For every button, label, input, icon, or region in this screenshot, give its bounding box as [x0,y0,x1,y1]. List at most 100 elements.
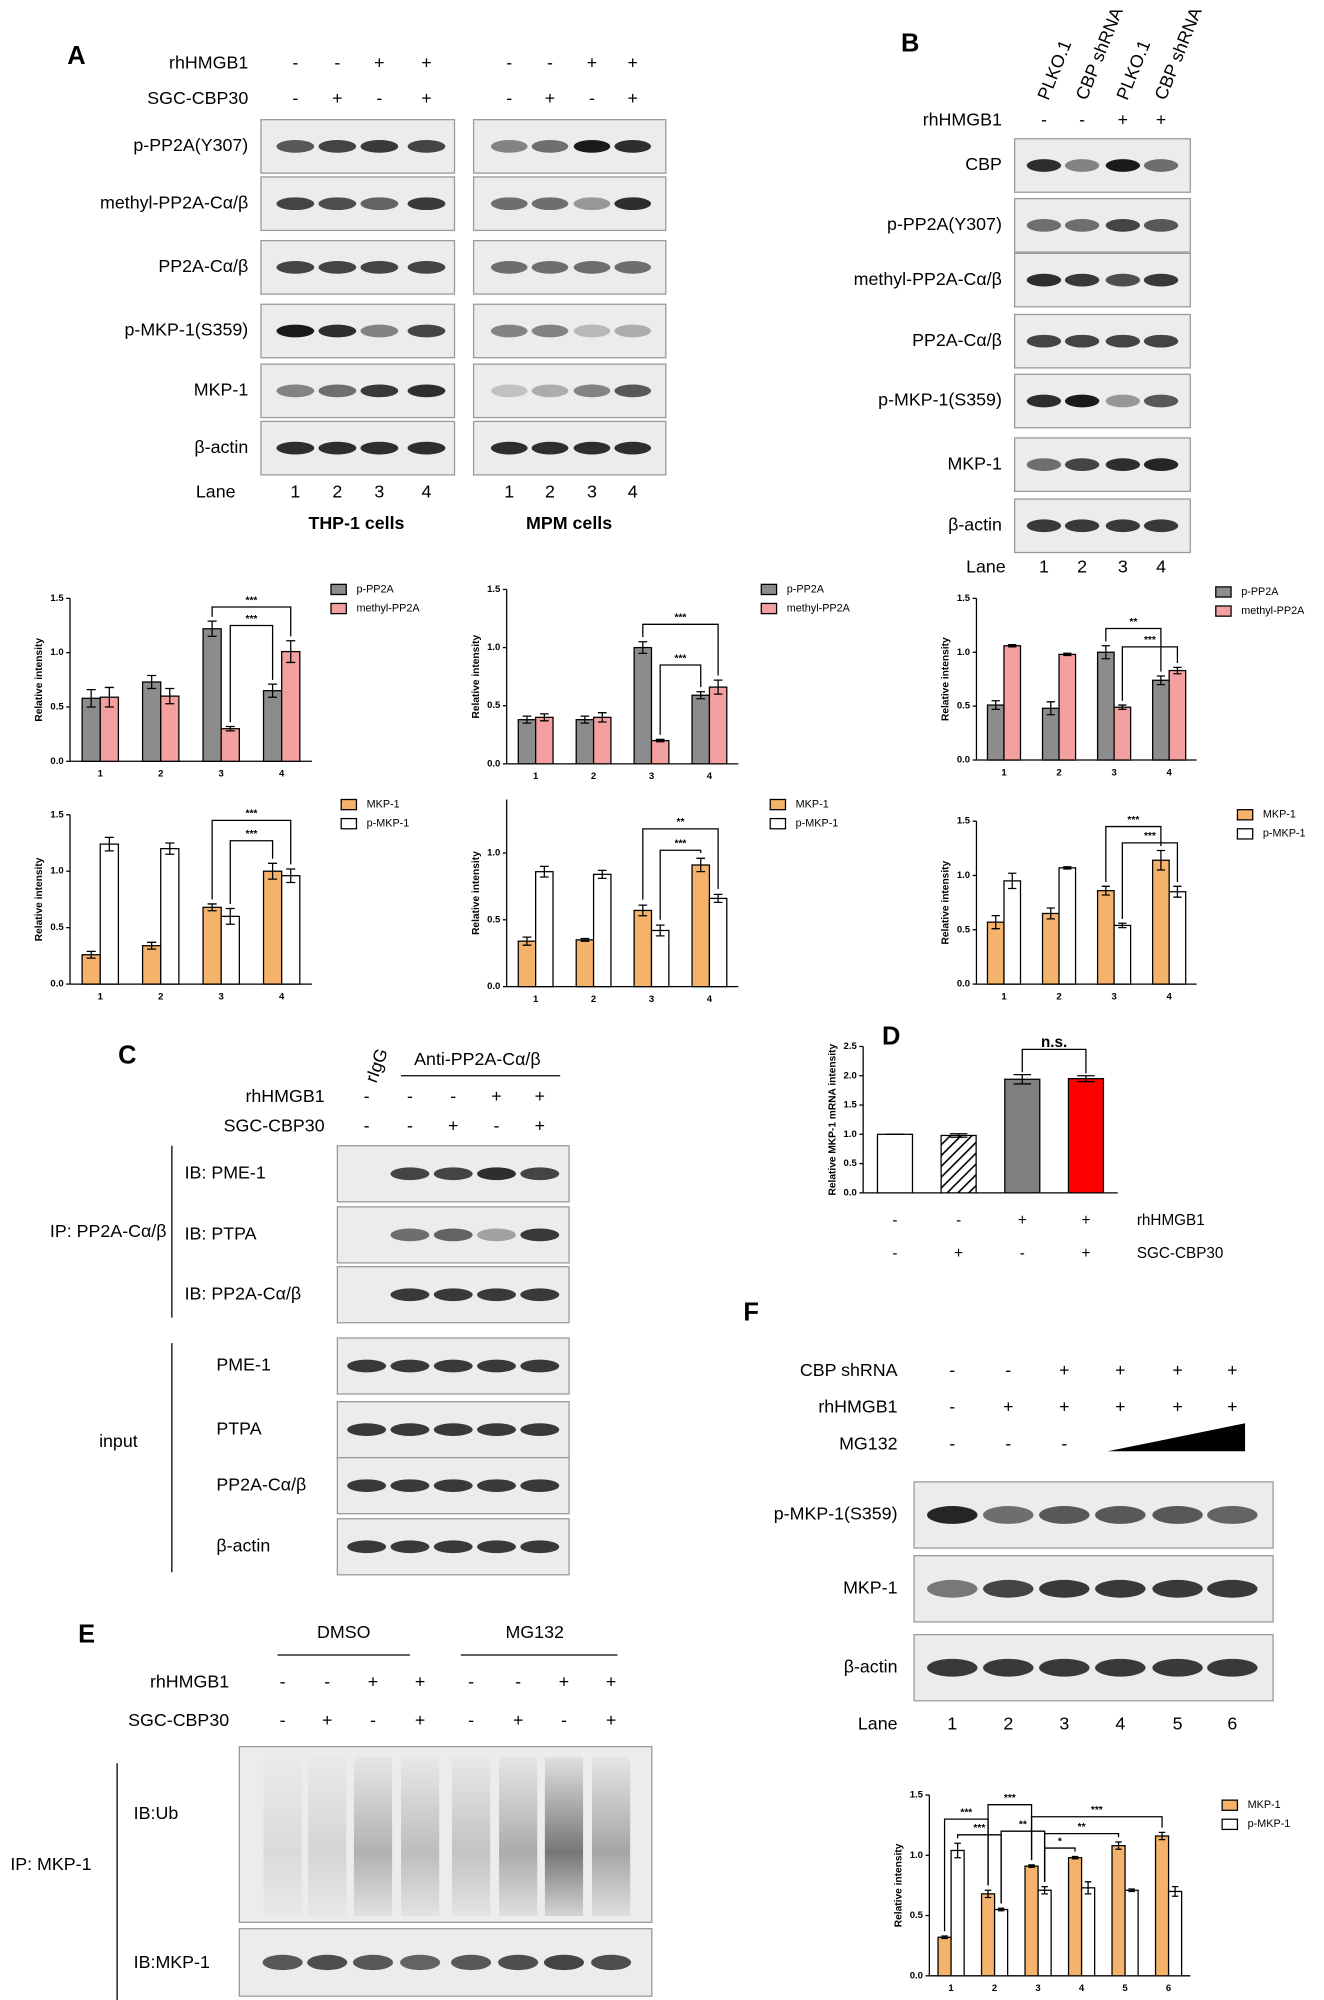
y-axis-label: Relative intensity [34,857,45,941]
y-axis-label: Relative intensity [34,638,45,722]
bar [650,739,670,765]
y-tick-label: 2.5 [844,1041,858,1052]
condition-sign: - [1020,1245,1025,1262]
bar [708,686,728,765]
row-label: p-MKP-1(S359) [774,1504,898,1524]
condition-sign: + [535,1115,545,1135]
significance-label: *** [245,595,257,606]
bar [1152,859,1170,985]
row-label: PTPA [216,1418,261,1438]
bar [517,719,537,765]
band [520,1359,560,1373]
x-tick-label: 3 [219,769,224,780]
lane-number: 3 [1118,556,1128,576]
band [347,1423,387,1437]
error-bar [207,620,217,638]
significance-bracket [1030,1816,1163,1861]
band [407,384,446,398]
condition-label: rhHMGB1 [818,1397,897,1417]
row-label: IB:MKP-1 [134,1952,210,1972]
condition-label: MG132 [839,1434,898,1454]
condition-sign: - [949,1434,955,1454]
row-label: IB:Ub [134,1803,179,1823]
band [276,197,315,211]
y-tick-label: 0.5 [957,924,971,935]
band [1143,273,1179,287]
bar [575,719,595,765]
error-bar [1046,701,1055,716]
error-bar [1008,872,1017,890]
x-tick-label: 6 [1166,1983,1171,1994]
band [390,1288,430,1302]
row-label: MKP-1 [947,453,1002,473]
error-bar [954,1842,961,1859]
condition-sign: - [324,1672,330,1692]
band [1143,458,1179,472]
band [983,1506,1034,1524]
band [1064,218,1100,232]
error-bar [713,679,723,695]
band [1105,334,1141,348]
x-tick-label: 4 [279,769,285,780]
band [407,441,446,455]
error-bar [941,1935,948,1940]
row-label: PP2A-Cα/β [912,330,1002,350]
band [433,1479,473,1493]
legend-label: MKP-1 [1248,1799,1281,1811]
bar [993,1908,1009,1977]
bar [708,897,728,988]
legend-swatch [340,798,358,811]
error-bar [1028,1864,1035,1868]
lane-number: 6 [1227,1714,1237,1734]
legend-label: p-PP2A [356,583,394,595]
band [1143,519,1179,533]
significance-bracket [1043,1847,1076,1882]
bar [262,690,283,762]
band [1207,1579,1258,1598]
condition-sign: - [589,88,595,108]
condition-sign: + [491,1086,501,1106]
band [477,1423,516,1437]
error-bar [286,868,296,884]
significance-bracket [1121,646,1179,701]
band [490,384,528,398]
x-tick-label: 3 [649,771,654,782]
band [477,1288,516,1302]
condition-sign: + [628,52,638,72]
condition-label: rhHMGB1 [245,1086,324,1106]
band [927,1506,978,1524]
condition-sign: + [1115,1397,1125,1417]
legend-swatch [340,817,358,830]
lane-number: 3 [1059,1714,1069,1734]
y-tick-label: 1.0 [910,1850,923,1861]
bar [1080,1887,1096,1977]
error-bar [147,941,157,950]
legend-swatch [1236,809,1254,821]
bar [592,716,612,765]
condition-sign: + [559,1672,569,1692]
bar [535,716,554,765]
error-bar [580,937,590,942]
error-bar [655,738,665,743]
x-tick-label: 1 [1001,991,1007,1002]
condition-sign: + [1018,1212,1027,1229]
band [573,324,611,338]
band [1026,334,1062,348]
band [1039,1506,1090,1524]
y-tick-label: 0.5 [487,914,501,925]
band [390,1228,430,1242]
band [433,1228,473,1242]
significance-label: *** [675,839,687,850]
group-label: MPM cells [526,513,612,533]
column-header: PLKO.1 [1112,37,1154,102]
row-label: IB: PP2A-Cα/β [185,1283,302,1303]
band [1152,1506,1203,1524]
significance-label: *** [1144,831,1156,842]
smear [544,1756,584,1916]
y-tick-label: 2.0 [844,1070,857,1081]
y-tick-label: 1.0 [50,866,63,877]
band [318,441,357,455]
significance-label: *** [675,613,687,624]
lane-number: 1 [1039,556,1049,576]
